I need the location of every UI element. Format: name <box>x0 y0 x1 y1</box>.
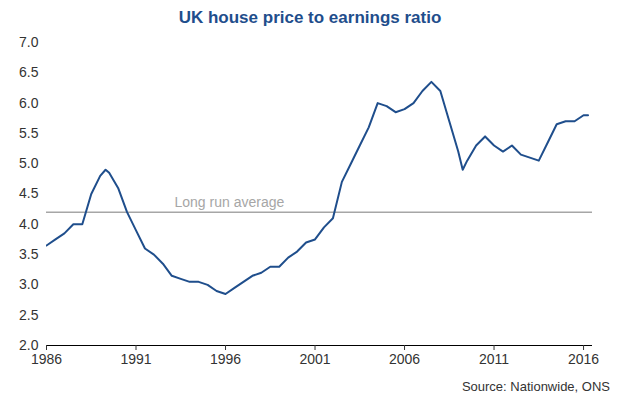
svg-text:2.5: 2.5 <box>19 307 39 323</box>
html-text:Source: Nationwide, ONS: Source: Nationwide, ONS <box>461 379 610 394</box>
svg-text:5.0: 5.0 <box>19 155 39 171</box>
svg-text:2011: 2011 <box>479 351 509 367</box>
svg-text:6.0: 6.0 <box>19 95 39 111</box>
svg-text:3.0: 3.0 <box>19 276 39 292</box>
svg-text:2016: 2016 <box>568 351 599 367</box>
svg-text:3.5: 3.5 <box>19 246 39 262</box>
svg-text:1996: 1996 <box>210 351 241 367</box>
svg-text:5.5: 5.5 <box>19 125 39 141</box>
svg-text:4.0: 4.0 <box>19 216 39 232</box>
html-text:UK house price to earnings rat: UK house price to earnings ratio <box>178 8 442 27</box>
svg-text:6.5: 6.5 <box>19 64 39 80</box>
svg-text:4.5: 4.5 <box>19 185 39 201</box>
svg-text:2006: 2006 <box>389 351 420 367</box>
svg-text:1991: 1991 <box>120 351 151 367</box>
svg-text:Long run average: Long run average <box>175 194 285 210</box>
svg-text:7.0: 7.0 <box>19 34 39 50</box>
svg-text:2.0: 2.0 <box>19 337 39 353</box>
svg-text:1986: 1986 <box>31 351 62 367</box>
svg-text:2001: 2001 <box>299 351 330 367</box>
